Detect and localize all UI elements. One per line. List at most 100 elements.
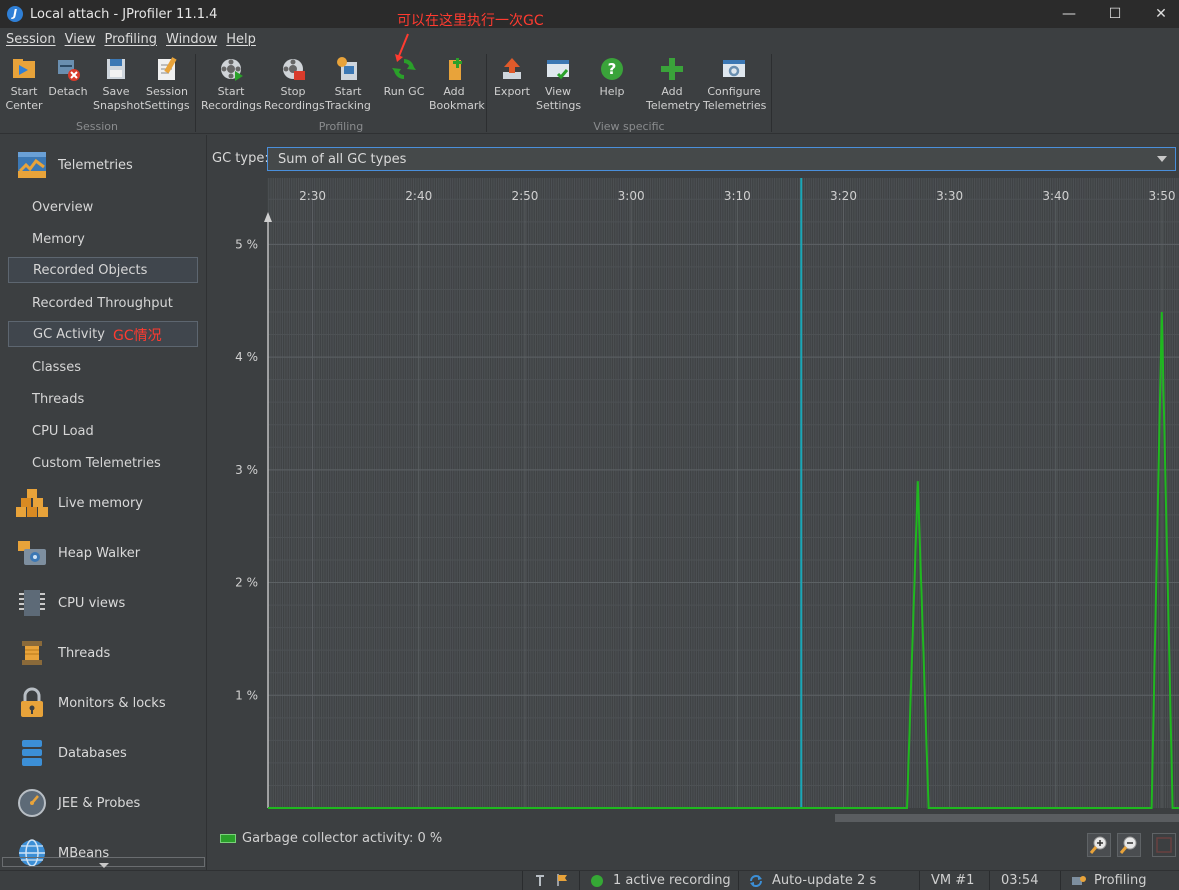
sidebar-item-monitors-locks[interactable]: Monitors & locks — [0, 683, 205, 723]
menu-session[interactable]: Session — [6, 31, 56, 47]
start-tracking-button[interactable]: Start Tracking — [325, 54, 371, 113]
configure-telemetries-button[interactable]: Configure Telemetries — [703, 54, 766, 113]
zoom-out-icon — [1119, 836, 1137, 854]
svg-text:?: ? — [608, 60, 617, 78]
toolbar-separator — [486, 54, 487, 132]
maximize-button[interactable]: ☐ — [1108, 6, 1122, 22]
menu-bar: Session View Profiling Window Help — [0, 28, 1179, 50]
gc-activity-annotation: GC情况 — [113, 328, 162, 344]
x-tick-label: 3:00 — [618, 189, 645, 203]
export-icon — [499, 56, 525, 82]
help-button[interactable]: ? Help — [596, 54, 628, 99]
menu-view[interactable]: View — [64, 31, 96, 47]
close-button[interactable]: ✕ — [1155, 6, 1167, 22]
detach-button[interactable]: Detach — [47, 54, 89, 99]
detach-icon — [55, 56, 81, 82]
y-axis-arrow — [264, 212, 272, 222]
add-telemetry-button[interactable]: Add Telemetry — [646, 54, 700, 113]
stop-recordings-icon — [280, 56, 306, 82]
title-bar: J Local attach - JProfiler 11.1.4 — ☐ ✕ — [0, 0, 1179, 28]
x-tick-label: 2:30 — [299, 189, 326, 203]
start-center-button[interactable]: Start Center — [3, 54, 45, 113]
menu-profiling[interactable]: Profiling — [104, 31, 157, 47]
menu-help[interactable]: Help — [226, 31, 256, 47]
help-icon: ? — [599, 56, 625, 82]
zoom-in-icon — [1089, 836, 1107, 854]
y-tick-label: 5 % — [235, 237, 258, 251]
zoom-fit-button[interactable] — [1152, 833, 1176, 857]
elapsed-time: 03:54 — [1001, 873, 1039, 888]
toolbar-separator — [195, 54, 196, 132]
session-settings-button[interactable]: Session Settings — [144, 54, 190, 113]
start-tracking-icon — [335, 56, 361, 82]
add-bookmark-button[interactable]: Add Bookmark — [429, 54, 485, 113]
gc-activity-chart[interactable]: 2:30 2:40 2:50 3:00 3:10 3:20 3:30 3:40 3:50 1 % 2… — [210, 178, 1179, 814]
jee-probes-icon — [16, 787, 48, 819]
chart-horizontal-scrollbar[interactable] — [835, 814, 1179, 822]
stop-recordings-button[interactable]: Stop Recordings — [264, 54, 325, 113]
sidebar-scroll-down[interactable] — [2, 857, 205, 868]
add-telemetry-icon — [659, 56, 685, 82]
profiling-mode-icon — [1072, 876, 1086, 885]
group-label-profiling: Profiling — [318, 120, 364, 133]
active-recording-status[interactable]: 1 active recording — [613, 873, 731, 888]
configure-telemetries-icon — [721, 56, 747, 82]
sidebar-item-recorded-objects[interactable]: Recorded Objects — [8, 257, 198, 283]
sidebar-item-overview[interactable]: Overview — [32, 199, 94, 215]
sidebar-item-databases[interactable]: Databases — [0, 733, 205, 773]
x-tick-label: 3:20 — [830, 189, 857, 203]
sidebar-item-cpu-load[interactable]: CPU Load — [32, 423, 94, 439]
live-memory-icon — [16, 487, 48, 519]
bookmark-flag-icon[interactable] — [555, 873, 569, 887]
y-tick-label: 3 % — [235, 463, 258, 477]
heap-walker-icon — [16, 537, 48, 569]
zoom-fit-icon — [1156, 837, 1172, 853]
sidebar-item-mbeans[interactable]: MBeans — [0, 833, 205, 873]
add-bookmark-icon — [441, 56, 467, 82]
sidebar-item-threads-telemetry[interactable]: Threads — [32, 391, 85, 407]
run-gc-button[interactable]: Run GC — [383, 54, 425, 99]
sidebar-item-telemetries[interactable]: Telemetries — [0, 145, 205, 185]
start-recordings-button[interactable]: Start Recordings — [201, 54, 262, 113]
recording-status-icon — [591, 875, 603, 887]
pin-icon[interactable] — [533, 873, 547, 887]
threads-icon — [16, 637, 48, 669]
zoom-out-button[interactable] — [1117, 833, 1141, 857]
gc-type-label: GC type: — [212, 151, 269, 166]
group-label-session: Session — [76, 120, 118, 133]
save-snapshot-icon — [103, 56, 129, 82]
databases-icon — [16, 737, 48, 769]
x-tick-label: 2:50 — [511, 189, 538, 203]
export-button[interactable]: Export — [492, 54, 532, 99]
minimize-button[interactable]: — — [1062, 6, 1076, 22]
sidebar-item-memory[interactable]: Memory — [32, 231, 85, 247]
sidebar-item-live-memory[interactable]: Live memory — [0, 483, 205, 523]
window-title: Local attach - JProfiler 11.1.4 — [30, 6, 218, 22]
legend-swatch — [220, 834, 236, 843]
telemetries-icon — [16, 149, 48, 181]
zoom-in-button[interactable] — [1087, 833, 1111, 857]
jprofiler-logo-icon: J — [7, 6, 23, 22]
auto-update-status[interactable]: Auto-update 2 s — [772, 873, 877, 888]
gc-type-value: Sum of all GC types — [278, 151, 407, 167]
gc-type-select[interactable]: Sum of all GC types — [267, 147, 1176, 171]
chevron-down-icon — [1157, 156, 1167, 162]
save-snapshot-button[interactable]: Save Snapshot — [93, 54, 144, 113]
sidebar-item-gc-activity[interactable]: GC Activity — [8, 321, 198, 347]
sidebar-item-jee-probes[interactable]: JEE & Probes — [0, 783, 205, 823]
sidebar-item-custom-telemetries[interactable]: Custom Telemetries — [32, 455, 161, 471]
sidebar-item-cpu-views[interactable]: CPU views — [0, 583, 205, 623]
start-center-icon — [11, 56, 37, 82]
y-tick-label: 2 % — [235, 576, 258, 590]
sidebar-item-recorded-throughput[interactable]: Recorded Throughput — [32, 295, 173, 311]
profiling-mode-status: Profiling — [1094, 873, 1147, 888]
sidebar-item-classes[interactable]: Classes — [32, 359, 81, 375]
run-gc-icon — [391, 56, 417, 82]
view-settings-button[interactable]: View Settings — [536, 54, 581, 113]
monitors-locks-icon — [16, 687, 48, 719]
menu-window[interactable]: Window — [166, 31, 218, 47]
x-tick-label: 3:50 — [1149, 189, 1176, 203]
sidebar-item-heap-walker[interactable]: Heap Walker — [0, 533, 205, 573]
sidebar-item-threads[interactable]: Threads — [0, 633, 205, 673]
cpu-views-icon — [16, 587, 48, 619]
